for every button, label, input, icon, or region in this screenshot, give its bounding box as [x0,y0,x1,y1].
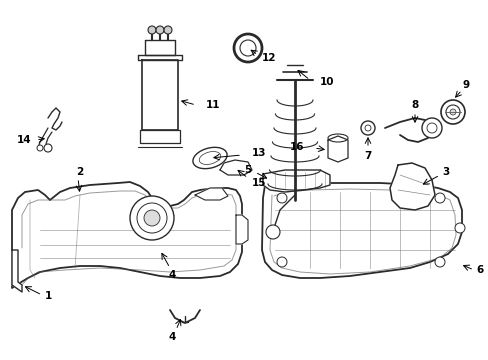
Circle shape [454,223,464,233]
Polygon shape [220,160,251,175]
Circle shape [434,193,444,203]
Text: 1: 1 [44,291,52,301]
Text: 16: 16 [289,142,304,152]
Circle shape [449,109,455,115]
Polygon shape [142,60,178,130]
Circle shape [276,193,286,203]
Polygon shape [12,250,22,292]
Circle shape [434,257,444,267]
Polygon shape [12,182,242,288]
Circle shape [44,144,52,152]
Text: 15: 15 [251,178,266,188]
Text: 2: 2 [76,167,83,177]
Text: 7: 7 [364,151,371,161]
Text: 3: 3 [442,167,448,177]
Polygon shape [263,170,329,192]
Text: 4: 4 [168,332,175,342]
Polygon shape [195,188,227,200]
Circle shape [445,105,459,119]
Circle shape [137,203,167,233]
Text: 5: 5 [244,165,251,175]
Circle shape [364,125,370,131]
Text: 8: 8 [410,100,418,110]
Polygon shape [140,130,180,143]
Circle shape [148,26,156,34]
Text: 10: 10 [319,77,334,87]
Circle shape [240,40,256,56]
Text: 11: 11 [205,100,220,110]
Polygon shape [327,136,347,162]
Circle shape [265,225,280,239]
Circle shape [440,100,464,124]
Text: 4: 4 [168,270,175,280]
Polygon shape [236,215,247,244]
Circle shape [421,118,441,138]
Polygon shape [138,55,182,60]
Circle shape [156,26,163,34]
Circle shape [360,121,374,135]
Circle shape [234,34,262,62]
Ellipse shape [327,134,347,142]
Circle shape [426,123,436,133]
Text: 6: 6 [475,265,483,275]
Ellipse shape [192,147,226,169]
Polygon shape [262,183,461,278]
Polygon shape [389,163,434,210]
Text: 14: 14 [17,135,31,145]
Circle shape [163,26,172,34]
Circle shape [276,257,286,267]
Polygon shape [145,40,175,55]
Circle shape [130,196,174,240]
Text: 13: 13 [251,148,266,158]
Text: 12: 12 [262,53,276,63]
Ellipse shape [199,152,220,165]
Text: 9: 9 [462,80,468,90]
Circle shape [37,145,43,151]
Circle shape [143,210,160,226]
